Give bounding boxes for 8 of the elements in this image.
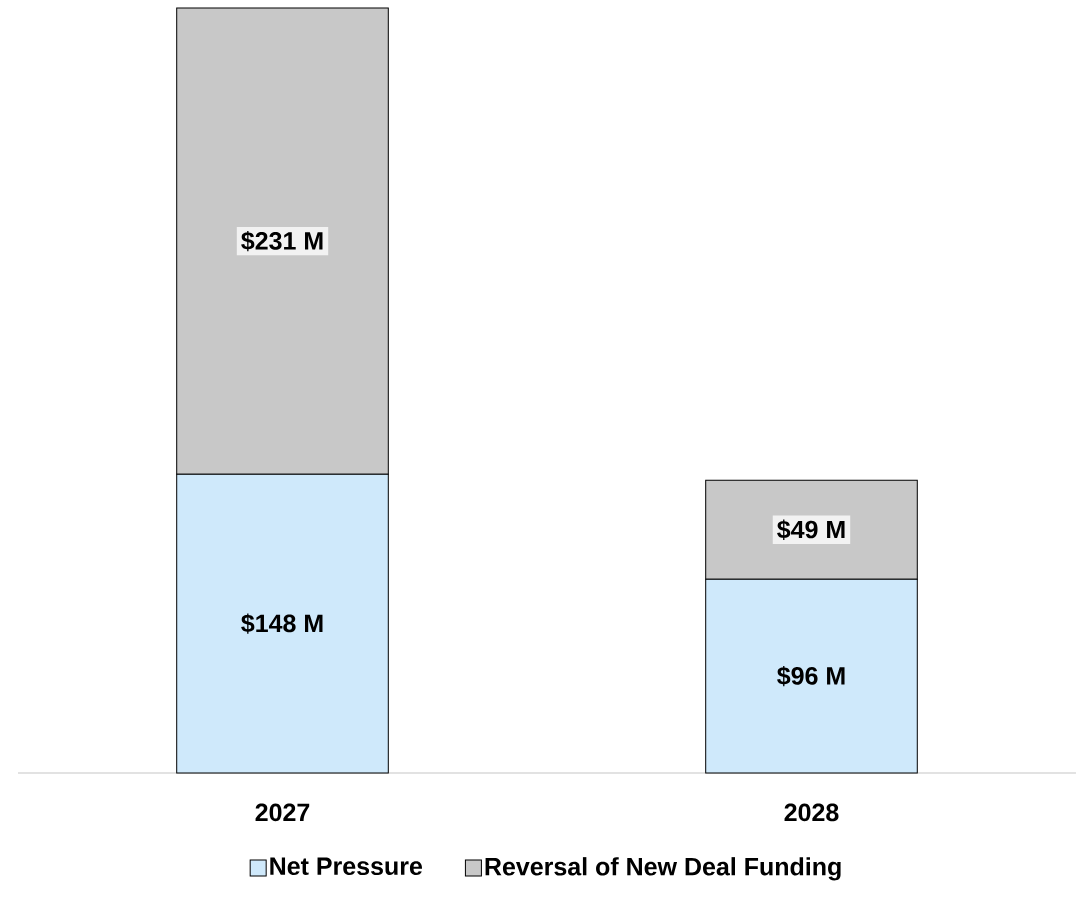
x-tick-label: 2028 bbox=[784, 803, 839, 822]
data-label: $49 M bbox=[777, 519, 845, 540]
x-tick-label: 2027 bbox=[255, 803, 310, 822]
data-label: $231 M bbox=[241, 230, 323, 252]
legend-label: Net Pressure bbox=[270, 857, 423, 876]
data-label: $148 M bbox=[241, 613, 323, 634]
data-label: $96 M bbox=[777, 665, 845, 687]
legend-label: Reversal of New Deal Funding bbox=[485, 857, 841, 881]
